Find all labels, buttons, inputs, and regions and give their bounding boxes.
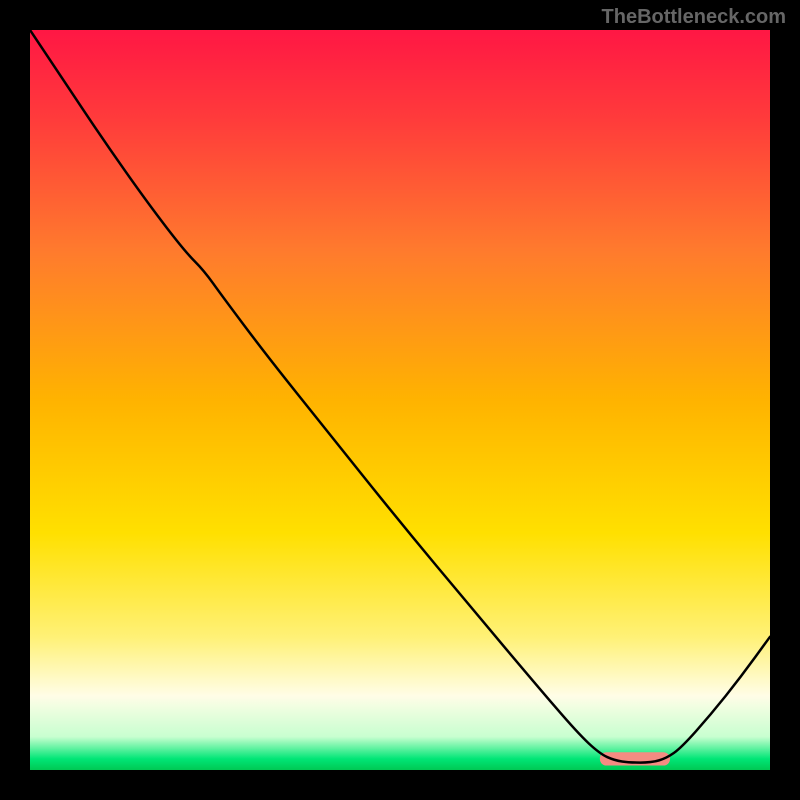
bottleneck-chart: [30, 30, 770, 770]
plot-background: [30, 30, 770, 770]
watermark-text: TheBottleneck.com: [602, 6, 786, 29]
chart-container: [30, 30, 770, 770]
